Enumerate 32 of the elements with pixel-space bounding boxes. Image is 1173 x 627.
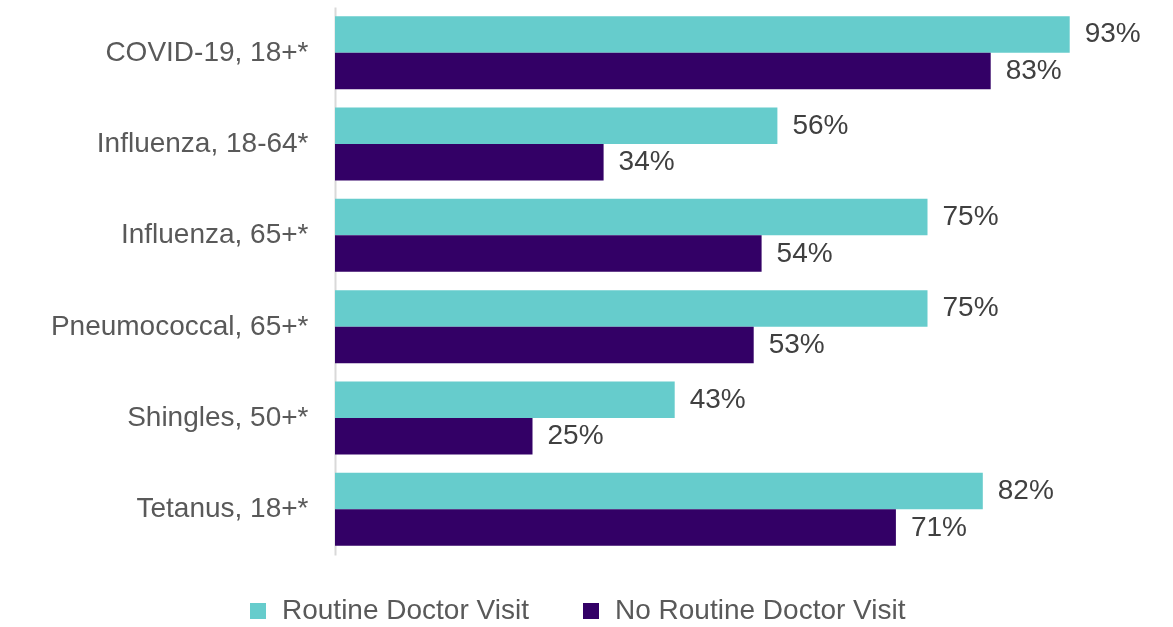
- data-label: 25%: [547, 419, 604, 451]
- data-label: 83%: [1005, 53, 1062, 85]
- data-label: 82%: [997, 474, 1054, 506]
- y-tick-label: Influenza, 18-64*: [96, 127, 309, 158]
- y-tick-label: Tetanus, 18+*: [136, 492, 309, 524]
- bar: [335, 326, 754, 364]
- bar: [335, 472, 983, 510]
- bar: [335, 52, 991, 90]
- bar: [335, 418, 533, 455]
- bar: [335, 290, 928, 327]
- bar: [335, 235, 762, 272]
- data-label: 54%: [776, 236, 833, 268]
- y-tick-label: Pneumococcal, 65+*: [50, 309, 309, 341]
- data-label: 75%: [942, 200, 999, 232]
- legend-label: Routine Doctor Visit: [282, 594, 530, 625]
- bar: [335, 381, 675, 418]
- y-tick-label: COVID-19, 18+*: [105, 35, 309, 67]
- bar: [335, 107, 778, 144]
- data-label: 93%: [1084, 17, 1141, 49]
- data-label: 53%: [768, 327, 825, 359]
- legend-label: No Routine Doctor Visit: [615, 594, 906, 625]
- data-label: 43%: [689, 382, 746, 414]
- bar: [335, 198, 928, 236]
- data-label: 71%: [910, 510, 967, 542]
- bar: [335, 16, 1070, 53]
- data-label: 56%: [792, 108, 849, 140]
- data-label: 75%: [942, 291, 999, 323]
- bar: [335, 509, 896, 546]
- bar: [335, 144, 604, 181]
- data-label: 34%: [618, 145, 675, 177]
- y-tick-label: Influenza, 65+*: [120, 218, 309, 250]
- y-tick-label: Shingles, 50+*: [127, 401, 309, 432]
